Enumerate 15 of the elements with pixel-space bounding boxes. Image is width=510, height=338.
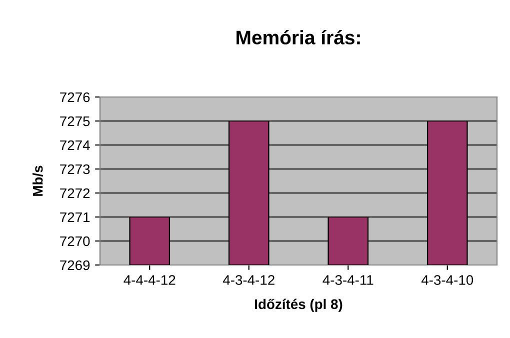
x-tick-label: 4-3-4-10 (421, 275, 474, 285)
y-axis-title: Mb/s (32, 166, 43, 196)
x-tick-label: 4-4-4-12 (124, 275, 176, 285)
x-tick-label: 4-3-4-11 (322, 275, 374, 285)
y-tick-label: 7271 (60, 212, 90, 222)
chart-title: Memória írás: (236, 30, 360, 44)
y-tick-label: 7270 (60, 236, 90, 246)
x-axis-title: Időzítés (pl 8) (255, 298, 342, 312)
y-tick-label: 7276 (60, 92, 90, 102)
y-tick-label: 7272 (60, 188, 90, 198)
x-tick-label: 4-3-4-12 (222, 275, 274, 285)
y-tick-label: 7269 (60, 260, 90, 270)
y-tick-label: 7275 (60, 116, 90, 126)
y-tick-label: 7274 (60, 140, 90, 150)
y-tick-label: 7273 (60, 164, 90, 174)
